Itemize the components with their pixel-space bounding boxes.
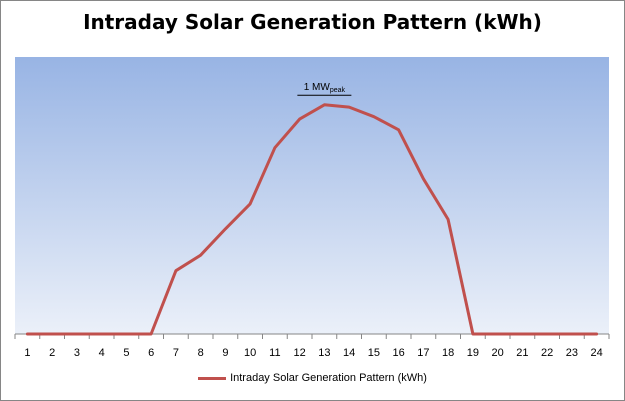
- x-tick-label: 3: [74, 347, 80, 359]
- x-tick-label: 6: [148, 347, 154, 359]
- series-line: [25, 103, 599, 336]
- peak-annotation-label: 1 MWpeak: [304, 82, 346, 94]
- x-tick-label: 8: [198, 347, 204, 359]
- x-tick-label: 10: [244, 347, 256, 359]
- x-tick-label: 1: [24, 347, 30, 359]
- chart-title: Intraday Solar Generation Pattern (kWh): [83, 10, 542, 34]
- peak-annotation-subscript: peak: [330, 87, 346, 94]
- x-tick-label: 4: [99, 347, 105, 359]
- x-tick-label: 15: [368, 347, 380, 359]
- x-tick-label: 9: [222, 347, 228, 359]
- x-tick-label: 14: [343, 347, 355, 359]
- x-tick-label: 2: [49, 347, 55, 359]
- legend-label: Intraday Solar Generation Pattern (kWh): [230, 372, 427, 384]
- x-tick-label: 7: [173, 347, 179, 359]
- x-tick-label: 24: [591, 347, 603, 359]
- plot-area: [15, 57, 609, 334]
- x-tick-label: 17: [417, 347, 429, 359]
- x-tick-label: 22: [541, 347, 553, 359]
- x-tick-label: 19: [467, 347, 479, 359]
- x-tick-label: 5: [123, 347, 129, 359]
- x-tick-label: 20: [492, 347, 504, 359]
- peak-annotation-main: 1 MW: [304, 82, 331, 93]
- x-tick-label: 21: [516, 347, 528, 359]
- x-tick-label: 18: [442, 347, 454, 359]
- x-tick-label: 23: [566, 347, 578, 359]
- legend-swatch: [198, 376, 227, 380]
- x-tick-label: 16: [393, 347, 405, 359]
- legend: Intraday Solar Generation Pattern (kWh): [0, 372, 625, 384]
- x-tick-label: 13: [318, 347, 330, 359]
- x-tick-label: 12: [294, 347, 306, 359]
- peak-annotation: 1 MWpeak: [297, 82, 352, 96]
- x-tick-label: 11: [269, 347, 280, 359]
